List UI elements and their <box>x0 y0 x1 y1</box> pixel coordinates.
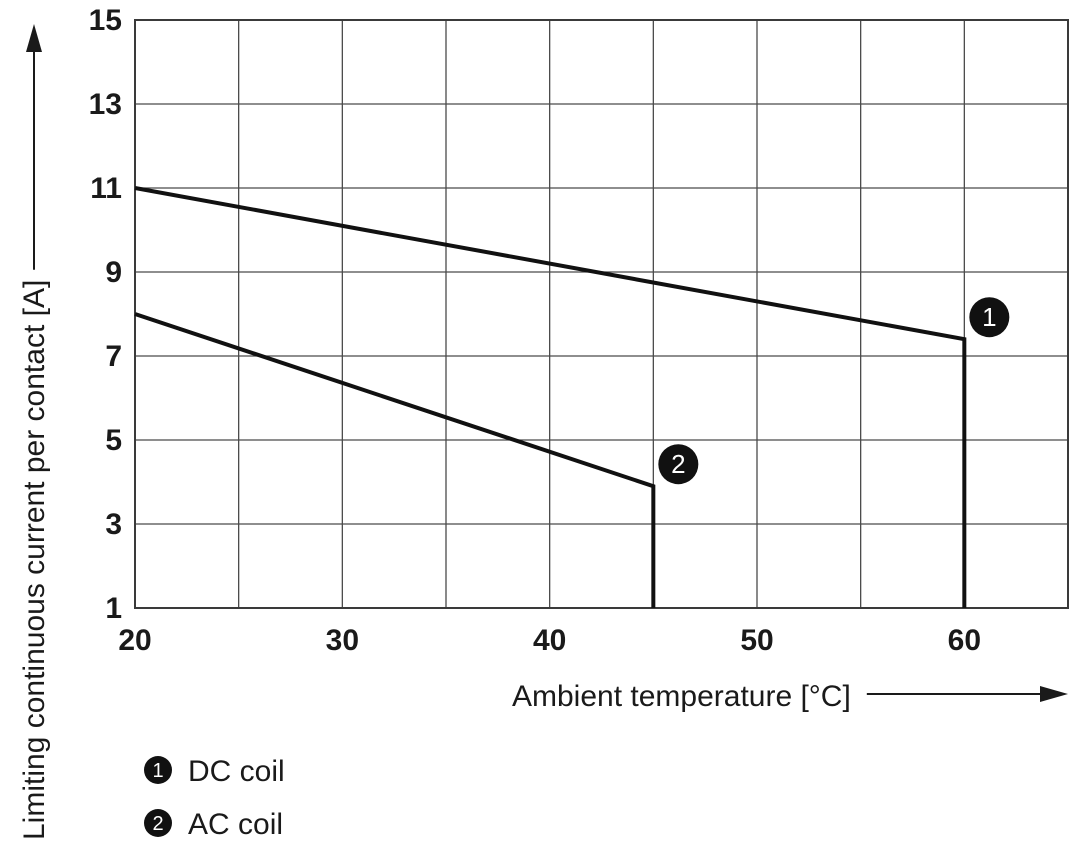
x-axis-arrow-head <box>1040 686 1068 702</box>
y-tick-label: 5 <box>105 424 122 457</box>
y-axis-label: Limiting continuous current per contact … <box>18 280 51 840</box>
y-axis: Limiting continuous current per contact … <box>18 24 51 840</box>
y-axis-arrow-head <box>26 24 42 52</box>
y-tick-label: 15 <box>89 4 122 37</box>
y-tick-label: 7 <box>105 340 122 373</box>
y-tick-label: 13 <box>89 88 122 121</box>
series-marker-2-number: 2 <box>671 449 685 479</box>
series-line-2 <box>134 312 656 608</box>
x-axis-label: Ambient temperature [°C] <box>512 680 851 713</box>
legend-marker-1-number: 1 <box>152 760 163 782</box>
y-tick-label: 1 <box>105 592 122 625</box>
x-tick-label: 60 <box>948 624 981 657</box>
legend-item-ac-coil: 2 AC coil <box>144 808 283 841</box>
y-tick-label: 3 <box>105 508 122 541</box>
y-tick-label: 11 <box>90 172 122 205</box>
series-marker-1 <box>969 297 1010 338</box>
legend-item-dc-coil: 1 DC coil <box>144 755 285 788</box>
series-group: 12 <box>134 186 1010 608</box>
x-tick-label: 20 <box>118 624 151 657</box>
legend-marker-2 <box>144 809 172 837</box>
legend-label-ac-coil: AC coil <box>188 808 283 841</box>
plot-frame <box>134 19 1069 609</box>
x-tick-label: 30 <box>326 624 359 657</box>
x-tick-label: 50 <box>740 624 773 657</box>
x-tick-label: 40 <box>533 624 566 657</box>
legend-label-dc-coil: DC coil <box>188 755 285 788</box>
x-axis: Ambient temperature [°C] <box>512 680 1068 713</box>
y-tick-label: 9 <box>105 256 122 289</box>
legend-marker-2-number: 2 <box>152 813 163 835</box>
legend: 1 DC coil 2 AC coil <box>144 755 285 841</box>
legend-marker-1 <box>144 756 172 784</box>
grid <box>135 20 1068 608</box>
series-marker-1-number: 1 <box>982 302 996 332</box>
series-marker-2 <box>658 444 699 485</box>
x-axis-ticks: 20 30 40 50 60 <box>118 624 981 657</box>
series-line-1 <box>134 186 967 608</box>
